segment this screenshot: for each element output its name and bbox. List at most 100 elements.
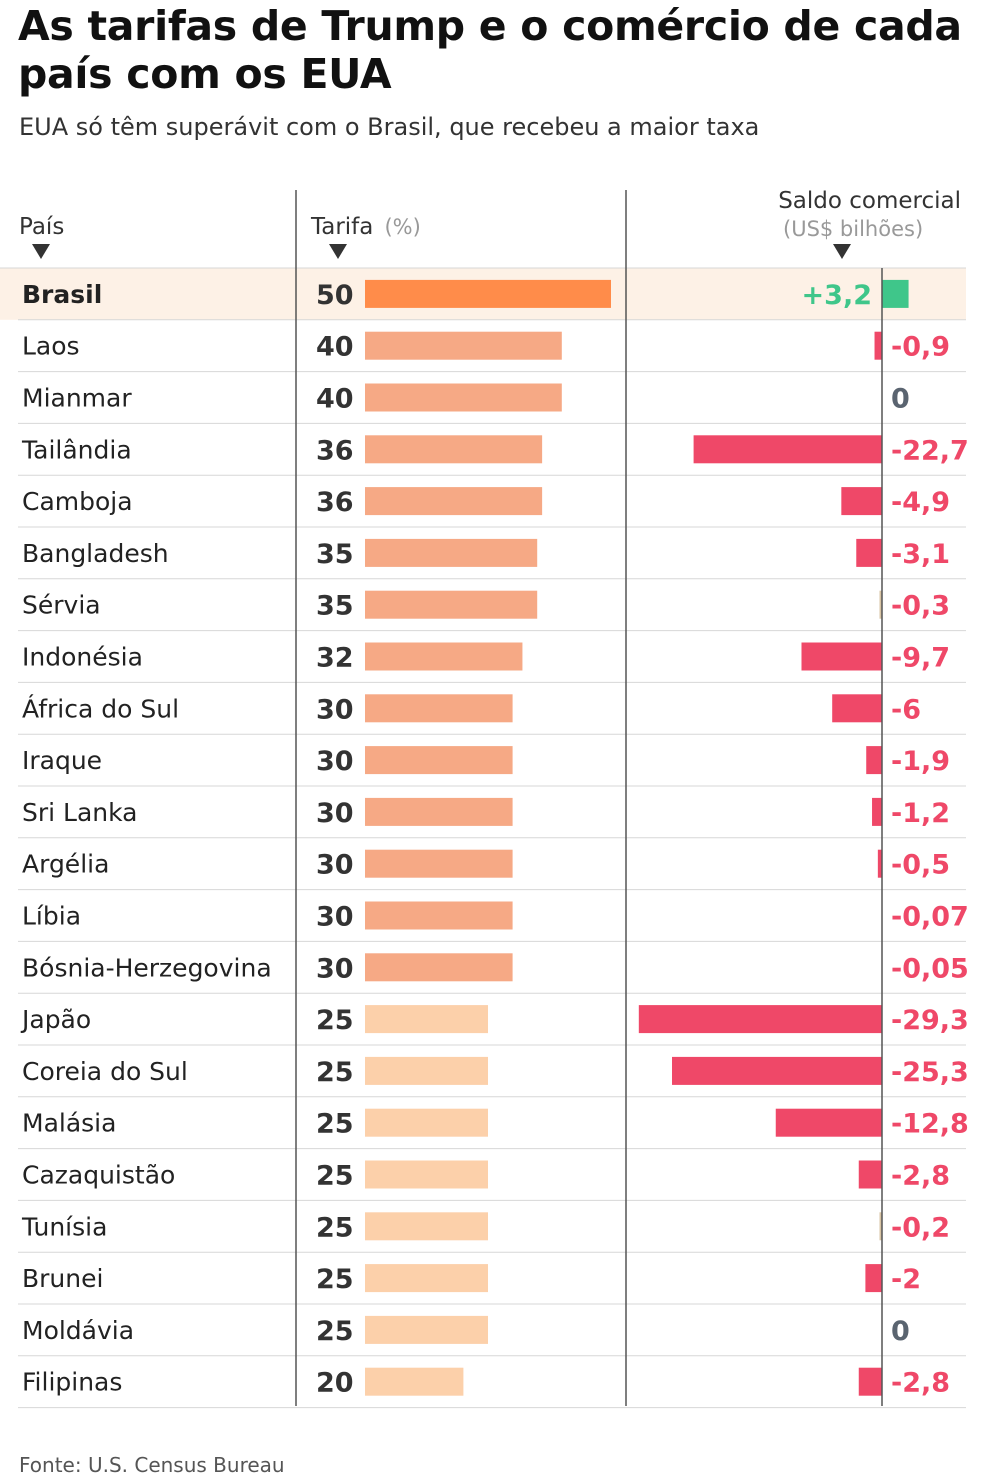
row-cazaquistao: Cazaquistão 25 -2,8 [22,1160,950,1192]
balance-value-label: -1,2 [891,798,950,829]
row-indonesia: Indonésia 32 -9,7 [22,642,950,674]
balance-value-label: +3,2 [802,280,872,311]
tariff-bar [365,538,538,567]
tariff-value-label: 25 [316,1212,354,1243]
balance-value-label: 0 [891,1316,910,1347]
tariff-bar [365,590,538,619]
row-bangladesh: Bangladesh 35 -3,1 [22,538,950,570]
balance-value-label: -9,7 [891,643,950,674]
row-tunisia: Tunísia 25 -0,2 [21,1212,950,1243]
tariff-bar [365,1108,488,1137]
tariff-value-label: 30 [316,746,354,777]
row-brunei: Brunei 25 -2 [22,1264,921,1295]
balance-value-label: -29,3 [891,1005,969,1036]
tariff-value-label: 25 [316,1161,354,1192]
tariff-value-label: 40 [316,384,354,415]
balance-value-label: -0,2 [891,1212,950,1243]
balance-value-label: -2,8 [891,1161,950,1192]
row-servia: Sérvia 35 -0,3 [22,590,950,622]
tariff-value-label: 50 [316,280,354,311]
balance-bar [858,1367,882,1396]
tariff-bar [365,1160,488,1189]
tariff-bar [365,746,513,775]
tariff-bar [365,1264,488,1293]
tariff-bar [365,1212,488,1241]
tariff-bar [365,1367,464,1396]
country-label: Sérvia [22,591,101,620]
balance-bar [693,435,882,464]
tariff-value-label: 25 [316,1057,354,1088]
row-dividers [0,267,966,1409]
tariff-value-label: 30 [316,850,354,881]
balance-bar [856,538,882,567]
balance-value-label: -4,9 [891,487,950,518]
tariff-value-label: 36 [316,487,354,518]
row-iraque: Iraque 30 -1,9 [22,746,950,777]
tariff-value-label: 35 [316,539,354,570]
country-label: Brasil [22,280,102,309]
tariff-value-label: 30 [316,694,354,725]
country-label: Indonésia [22,643,143,672]
tariff-value-label: 36 [316,435,354,466]
balance-bar [801,642,882,671]
country-label: Moldávia [22,1316,134,1345]
country-label: Japão [20,1005,91,1034]
row-coreia-do-sul: Coreia do Sul 25 -25,3 [22,1056,969,1088]
tariff-value-label: 30 [316,902,354,933]
tariff-value-label: 30 [316,798,354,829]
row-brasil: Brasil 50 +3,2 [22,279,909,311]
tariff-value-label: 25 [316,1005,354,1036]
balance-value-label: -2,8 [891,1368,950,1399]
tariff-header-unit: (%) [384,215,420,239]
row-bosnia-herzegovina: Bósnia-Herzegovina 30 -0,05 [22,953,969,984]
balance-value-label: -12,8 [891,1109,969,1140]
country-label: Bangladesh [22,539,169,568]
row-africa-do-sul: África do Sul 30 -6 [22,694,921,725]
source-note: Fonte: U.S. Census Bureau [19,1453,285,1477]
row-laos: Laos 40 -0,9 [22,331,950,363]
balance-bar [874,331,882,360]
balance-bar [879,590,882,619]
balance-bar [672,1056,882,1085]
row-malasia: Malásia 25 -12,8 [22,1108,969,1140]
tariff-header-label: Tarifa [310,214,373,240]
tariff-bar [365,849,513,878]
balance-value-label: -22,7 [891,435,969,466]
tariff-value-label: 30 [316,953,354,984]
tariff-bar [365,435,543,464]
balance-value-label: -0,07 [891,902,969,933]
country-label: Brunei [22,1264,103,1293]
balance-value-label: -3,1 [891,539,950,570]
row-libia: Líbia 30 -0,07 [22,901,969,933]
country-label: Tunísia [21,1212,107,1241]
country-label: Camboja [22,487,133,516]
balance-value-label: 0 [891,384,910,415]
balance-bar [841,487,882,516]
balance-bar [882,279,909,308]
balance-bar [877,849,882,878]
row-filipinas: Filipinas 20 -2,8 [22,1367,950,1399]
balance-bar [638,1005,882,1034]
tariff-bar [365,1056,488,1085]
tariff-column-header: Tarifa (%) [310,214,421,240]
row-tailandia: Tailândia 36 -22,7 [21,435,969,466]
country-label: Cazaquistão [22,1161,175,1190]
balance-column-header: Saldo comercial [778,188,961,214]
chart-title: As tarifas de Trump e o comércio de cada… [18,2,962,98]
country-label: Filipinas [22,1368,122,1397]
tariff-value-label: 20 [316,1368,354,1399]
country-label: Argélia [22,850,109,879]
balance-value-label: -25,3 [891,1057,969,1088]
balance-value-label: -2 [891,1264,921,1295]
tariff-value-label: 25 [316,1316,354,1347]
sort-arrow-country-icon [32,244,50,259]
tariff-bar [365,642,523,671]
balance-bar [832,694,882,723]
tariff-bar [365,383,562,412]
balance-value-label: -1,9 [891,746,950,777]
tariff-bar [365,694,513,723]
country-label: Sri Lanka [22,798,138,827]
tariff-bar [365,953,513,982]
row-moldavia: Moldávia 25 0 [22,1315,910,1347]
country-label: Iraque [22,746,102,775]
